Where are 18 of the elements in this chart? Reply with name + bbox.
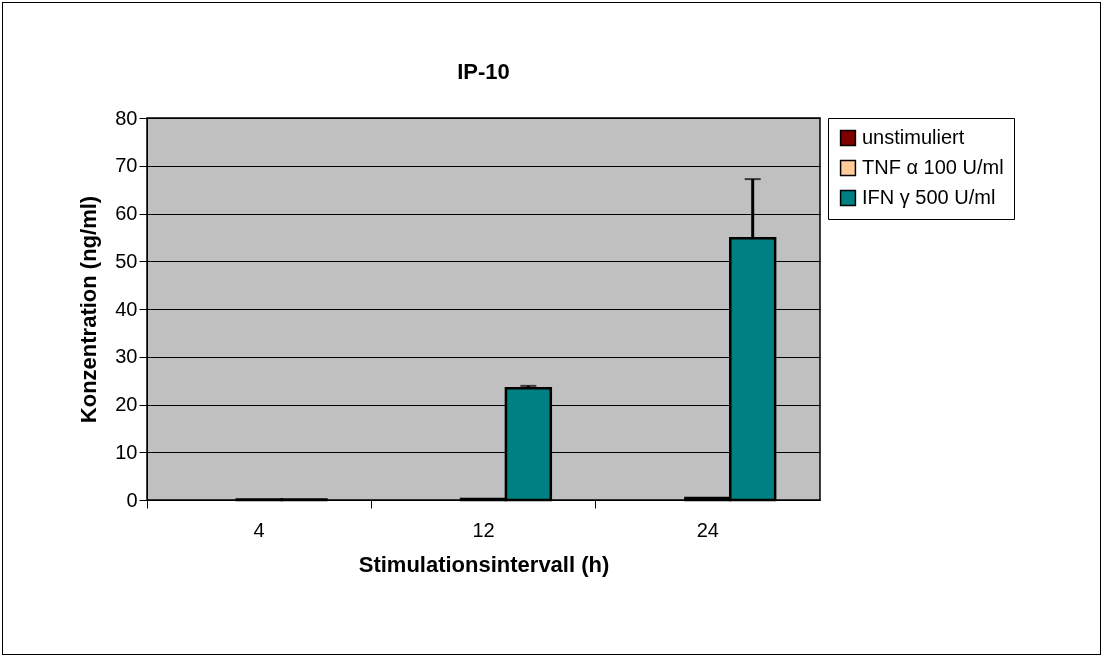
- y-tick-label: 20: [115, 393, 138, 415]
- y-tick-label: 50: [115, 249, 138, 272]
- legend-label: TNF α 100 U/ml: [862, 156, 1004, 178]
- y-tick-label: 40: [115, 297, 138, 320]
- y-axis-title: Konzentration (ng/ml): [76, 195, 102, 424]
- x-tick-label: 4: [253, 518, 265, 541]
- y-tick-label: 10: [115, 440, 138, 463]
- legend-label: IFN γ 500 U/ml: [862, 186, 996, 208]
- y-tick-label: 80: [115, 106, 138, 129]
- x-tick-label: 12: [472, 518, 495, 541]
- y-tick-label: 0: [126, 488, 138, 511]
- chart-title: IP-10: [457, 59, 510, 84]
- x-axis-title: Stimulationsintervall (h): [358, 551, 610, 577]
- y-tick-label: 70: [115, 154, 138, 177]
- legend-label: unstimuliert: [862, 126, 965, 148]
- x-tick-label: 24: [696, 518, 719, 541]
- y-tick-label: 30: [115, 345, 138, 368]
- y-tick-label: 60: [115, 202, 138, 224]
